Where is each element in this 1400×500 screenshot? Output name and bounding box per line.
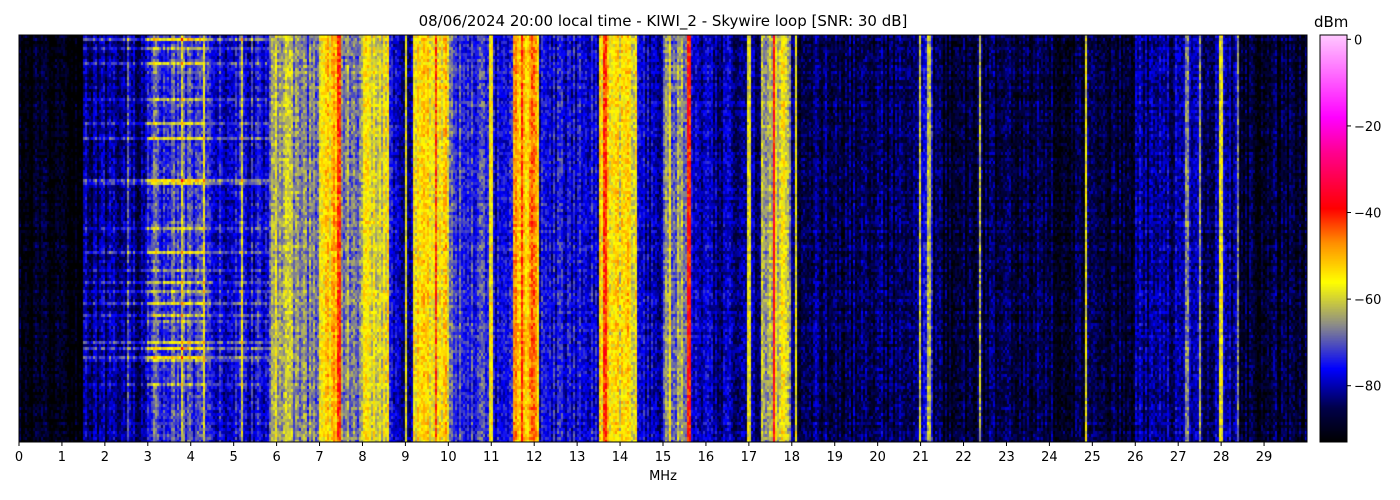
x-tick-label: 2 (101, 450, 109, 465)
x-tick-label: 16 (698, 450, 715, 465)
x-tick-label: 19 (826, 450, 843, 465)
chart-title: 08/06/2024 20:00 local time - KIWI_2 - S… (418, 12, 908, 30)
x-tick-label: 14 (612, 450, 629, 465)
x-tick-label: 10 (440, 450, 457, 465)
x-tick-label: 3 (144, 450, 152, 465)
x-tick-label: 22 (955, 450, 972, 465)
x-tick-label: 29 (1256, 450, 1273, 465)
x-tick-label: 15 (655, 450, 672, 465)
x-tick-label: 9 (401, 450, 409, 465)
colorbar-tick-label: −80 (1354, 380, 1381, 395)
waterfall-heatmap (19, 35, 1307, 442)
colorbar-tick-label: −40 (1354, 207, 1381, 222)
x-tick-label: 28 (1213, 450, 1230, 465)
x-tick-label: 0 (15, 450, 23, 465)
x-tick-label: 7 (315, 450, 323, 465)
colorbar-tick-label: −60 (1354, 293, 1381, 308)
x-tick-label: 26 (1127, 450, 1144, 465)
x-tick-label: 8 (358, 450, 366, 465)
x-tick-label: 24 (1041, 450, 1058, 465)
x-tick-label: 6 (272, 450, 280, 465)
x-tick-label: 1 (58, 450, 66, 465)
x-tick-label: 20 (869, 450, 886, 465)
x-tick-label: 4 (187, 450, 195, 465)
x-tick-label: 12 (526, 450, 543, 465)
plot-frame (18, 34, 1308, 443)
x-tick-label: 13 (569, 450, 586, 465)
colorbar (1320, 35, 1347, 442)
x-tick-label: 11 (483, 450, 500, 465)
x-tick-label: 27 (1170, 450, 1187, 465)
heatmap-cells (19, 35, 1307, 442)
x-tick-label: 25 (1084, 450, 1101, 465)
colorbar-tick-label: −20 (1354, 120, 1381, 135)
x-tick-label: 18 (784, 450, 801, 465)
x-tick-label: 5 (230, 450, 238, 465)
x-tick-label: 23 (998, 450, 1015, 465)
colorbar-tick-label: 0 (1354, 33, 1362, 48)
colorbar-label: dBm (1314, 13, 1349, 31)
x-axis-label: MHz (649, 469, 677, 484)
x-tick-label: 17 (741, 450, 758, 465)
colorbar-frame (1319, 34, 1348, 443)
x-tick-label: 21 (912, 450, 929, 465)
